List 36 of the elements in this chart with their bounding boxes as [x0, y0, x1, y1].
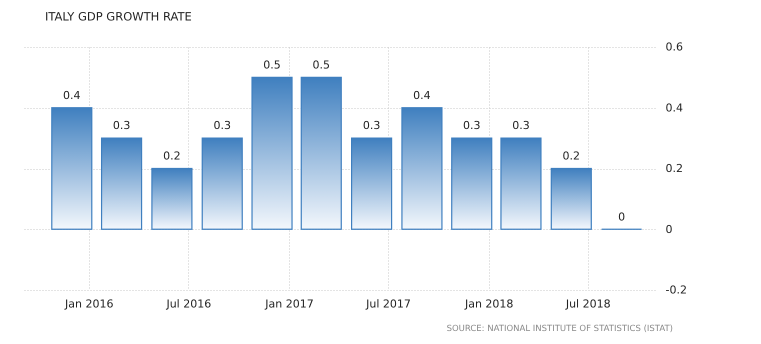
y-tick-label: 0: [666, 222, 672, 236]
y-tick-label: 0.4: [666, 101, 683, 114]
bar: [550, 168, 592, 230]
bar: [251, 76, 293, 230]
bar: [100, 138, 142, 230]
bar: [351, 138, 392, 230]
data-label: 0.5: [263, 58, 281, 72]
x-tick-label: Jul 2018: [564, 298, 611, 310]
bar: [500, 138, 542, 230]
data-label: 0.4: [63, 88, 81, 102]
bar: [51, 107, 92, 230]
data-label: 0.3: [512, 119, 530, 132]
source-note: SOURCE: NATIONAL INSTITUTE OF STATISTICS (ISTAT): [446, 324, 673, 334]
bar: [151, 168, 193, 230]
x-tick-label: Jan 2017: [264, 298, 314, 310]
data-label: 0.3: [213, 119, 231, 132]
data-label: 0.2: [562, 150, 580, 162]
data-label: 0.3: [362, 119, 380, 132]
x-tick-label: Jan 2016: [64, 298, 114, 310]
data-label: 0.3: [462, 119, 480, 132]
data-label: 0.3: [112, 119, 130, 132]
bar: [451, 138, 492, 230]
y-tick-label: -0.2: [666, 284, 687, 296]
y-tick-label: 0.2: [666, 162, 683, 175]
bar: [202, 138, 243, 230]
data-label: 0: [618, 210, 626, 224]
x-tick-label: Jul 2016: [165, 298, 212, 310]
bar: [300, 76, 342, 230]
chart-title: ITALY GDP GROWTH RATE: [45, 10, 192, 24]
data-label: 0.2: [163, 150, 181, 162]
data-label: 0.4: [413, 88, 431, 102]
x-tick-label: Jul 2017: [365, 298, 411, 310]
data-label: 0.5: [312, 58, 330, 72]
y-tick-label: 0.6: [666, 40, 683, 54]
bar: [401, 107, 443, 230]
x-tick-label: Jan 2018: [464, 298, 514, 310]
